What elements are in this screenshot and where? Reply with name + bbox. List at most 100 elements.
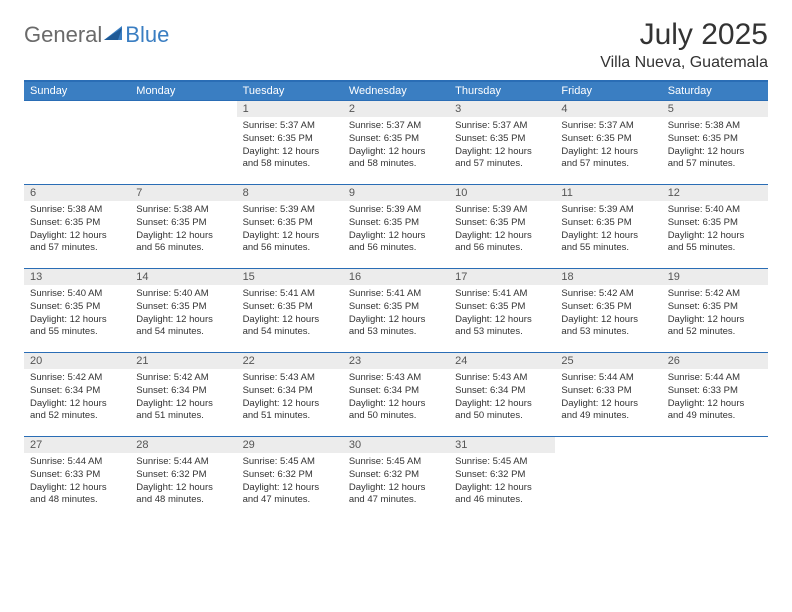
calendar-cell: 7Sunrise: 5:38 AMSunset: 6:35 PMDaylight… (130, 185, 236, 269)
calendar-cell: 20Sunrise: 5:42 AMSunset: 6:34 PMDayligh… (24, 353, 130, 437)
calendar-cell: 15Sunrise: 5:41 AMSunset: 6:35 PMDayligh… (237, 269, 343, 353)
day-details: Sunrise: 5:40 AMSunset: 6:35 PMDaylight:… (24, 285, 130, 342)
calendar-cell: 5Sunrise: 5:38 AMSunset: 6:35 PMDaylight… (662, 101, 768, 185)
calendar-cell: 6Sunrise: 5:38 AMSunset: 6:35 PMDaylight… (24, 185, 130, 269)
header: General Blue July 2025 Villa Nueva, Guat… (24, 18, 768, 72)
weekday-header: Friday (555, 81, 661, 101)
day-number: 7 (130, 185, 236, 201)
weekday-header: Tuesday (237, 81, 343, 101)
calendar-week-row: 13Sunrise: 5:40 AMSunset: 6:35 PMDayligh… (24, 269, 768, 353)
day-number-empty (24, 101, 130, 117)
calendar-cell: 18Sunrise: 5:42 AMSunset: 6:35 PMDayligh… (555, 269, 661, 353)
day-number-empty (555, 437, 661, 453)
day-details: Sunrise: 5:44 AMSunset: 6:33 PMDaylight:… (662, 369, 768, 426)
day-details: Sunrise: 5:43 AMSunset: 6:34 PMDaylight:… (343, 369, 449, 426)
day-number: 5 (662, 101, 768, 117)
location-label: Villa Nueva, Guatemala (600, 54, 768, 72)
calendar-cell: 28Sunrise: 5:44 AMSunset: 6:32 PMDayligh… (130, 437, 236, 521)
calendar-cell: 30Sunrise: 5:45 AMSunset: 6:32 PMDayligh… (343, 437, 449, 521)
day-details: Sunrise: 5:44 AMSunset: 6:33 PMDaylight:… (555, 369, 661, 426)
day-details: Sunrise: 5:43 AMSunset: 6:34 PMDaylight:… (449, 369, 555, 426)
logo-text-blue: Blue (125, 22, 169, 48)
day-details: Sunrise: 5:42 AMSunset: 6:35 PMDaylight:… (662, 285, 768, 342)
day-details: Sunrise: 5:40 AMSunset: 6:35 PMDaylight:… (662, 201, 768, 258)
day-number: 22 (237, 353, 343, 369)
day-number: 21 (130, 353, 236, 369)
calendar-cell: 25Sunrise: 5:44 AMSunset: 6:33 PMDayligh… (555, 353, 661, 437)
weekday-header-row: SundayMondayTuesdayWednesdayThursdayFrid… (24, 81, 768, 101)
day-details: Sunrise: 5:41 AMSunset: 6:35 PMDaylight:… (237, 285, 343, 342)
weekday-header: Wednesday (343, 81, 449, 101)
day-details: Sunrise: 5:41 AMSunset: 6:35 PMDaylight:… (449, 285, 555, 342)
calendar-cell (130, 101, 236, 185)
day-number-empty (130, 101, 236, 117)
day-details: Sunrise: 5:44 AMSunset: 6:33 PMDaylight:… (24, 453, 130, 510)
day-number: 28 (130, 437, 236, 453)
calendar-cell: 14Sunrise: 5:40 AMSunset: 6:35 PMDayligh… (130, 269, 236, 353)
day-number: 26 (662, 353, 768, 369)
day-number: 8 (237, 185, 343, 201)
weekday-header: Monday (130, 81, 236, 101)
calendar-cell: 12Sunrise: 5:40 AMSunset: 6:35 PMDayligh… (662, 185, 768, 269)
day-number: 23 (343, 353, 449, 369)
day-number: 24 (449, 353, 555, 369)
weekday-header: Sunday (24, 81, 130, 101)
day-number: 20 (24, 353, 130, 369)
day-number: 14 (130, 269, 236, 285)
day-details: Sunrise: 5:38 AMSunset: 6:35 PMDaylight:… (662, 117, 768, 174)
calendar-cell: 10Sunrise: 5:39 AMSunset: 6:35 PMDayligh… (449, 185, 555, 269)
day-details: Sunrise: 5:37 AMSunset: 6:35 PMDaylight:… (237, 117, 343, 174)
day-number: 15 (237, 269, 343, 285)
day-details: Sunrise: 5:43 AMSunset: 6:34 PMDaylight:… (237, 369, 343, 426)
day-details: Sunrise: 5:39 AMSunset: 6:35 PMDaylight:… (555, 201, 661, 258)
logo-triangle-icon (104, 24, 124, 47)
calendar-cell: 29Sunrise: 5:45 AMSunset: 6:32 PMDayligh… (237, 437, 343, 521)
day-details: Sunrise: 5:45 AMSunset: 6:32 PMDaylight:… (343, 453, 449, 510)
day-number: 1 (237, 101, 343, 117)
weekday-header: Thursday (449, 81, 555, 101)
day-details: Sunrise: 5:37 AMSunset: 6:35 PMDaylight:… (343, 117, 449, 174)
day-number: 11 (555, 185, 661, 201)
calendar-week-row: 1Sunrise: 5:37 AMSunset: 6:35 PMDaylight… (24, 101, 768, 185)
calendar-cell: 22Sunrise: 5:43 AMSunset: 6:34 PMDayligh… (237, 353, 343, 437)
day-details: Sunrise: 5:42 AMSunset: 6:34 PMDaylight:… (130, 369, 236, 426)
day-number: 27 (24, 437, 130, 453)
calendar-cell (662, 437, 768, 521)
day-number: 2 (343, 101, 449, 117)
calendar-cell: 26Sunrise: 5:44 AMSunset: 6:33 PMDayligh… (662, 353, 768, 437)
day-number: 6 (24, 185, 130, 201)
day-number: 4 (555, 101, 661, 117)
calendar-week-row: 27Sunrise: 5:44 AMSunset: 6:33 PMDayligh… (24, 437, 768, 521)
calendar-cell: 2Sunrise: 5:37 AMSunset: 6:35 PMDaylight… (343, 101, 449, 185)
day-number: 29 (237, 437, 343, 453)
day-number: 17 (449, 269, 555, 285)
calendar-cell: 8Sunrise: 5:39 AMSunset: 6:35 PMDaylight… (237, 185, 343, 269)
day-number: 3 (449, 101, 555, 117)
day-number: 30 (343, 437, 449, 453)
day-details: Sunrise: 5:38 AMSunset: 6:35 PMDaylight:… (24, 201, 130, 258)
day-number: 13 (24, 269, 130, 285)
day-number-empty (662, 437, 768, 453)
calendar-cell: 1Sunrise: 5:37 AMSunset: 6:35 PMDaylight… (237, 101, 343, 185)
calendar-cell: 21Sunrise: 5:42 AMSunset: 6:34 PMDayligh… (130, 353, 236, 437)
day-details: Sunrise: 5:37 AMSunset: 6:35 PMDaylight:… (449, 117, 555, 174)
page-title: July 2025 (600, 18, 768, 52)
calendar-cell: 23Sunrise: 5:43 AMSunset: 6:34 PMDayligh… (343, 353, 449, 437)
weekday-header: Saturday (662, 81, 768, 101)
logo: General Blue (24, 22, 169, 48)
calendar-cell: 31Sunrise: 5:45 AMSunset: 6:32 PMDayligh… (449, 437, 555, 521)
day-details: Sunrise: 5:39 AMSunset: 6:35 PMDaylight:… (449, 201, 555, 258)
calendar-cell: 9Sunrise: 5:39 AMSunset: 6:35 PMDaylight… (343, 185, 449, 269)
calendar-cell: 19Sunrise: 5:42 AMSunset: 6:35 PMDayligh… (662, 269, 768, 353)
day-number: 16 (343, 269, 449, 285)
calendar-cell: 16Sunrise: 5:41 AMSunset: 6:35 PMDayligh… (343, 269, 449, 353)
calendar-cell: 27Sunrise: 5:44 AMSunset: 6:33 PMDayligh… (24, 437, 130, 521)
day-details: Sunrise: 5:41 AMSunset: 6:35 PMDaylight:… (343, 285, 449, 342)
day-details: Sunrise: 5:45 AMSunset: 6:32 PMDaylight:… (237, 453, 343, 510)
calendar-week-row: 20Sunrise: 5:42 AMSunset: 6:34 PMDayligh… (24, 353, 768, 437)
day-details: Sunrise: 5:38 AMSunset: 6:35 PMDaylight:… (130, 201, 236, 258)
day-details: Sunrise: 5:39 AMSunset: 6:35 PMDaylight:… (237, 201, 343, 258)
day-details: Sunrise: 5:45 AMSunset: 6:32 PMDaylight:… (449, 453, 555, 510)
calendar-week-row: 6Sunrise: 5:38 AMSunset: 6:35 PMDaylight… (24, 185, 768, 269)
day-number: 9 (343, 185, 449, 201)
